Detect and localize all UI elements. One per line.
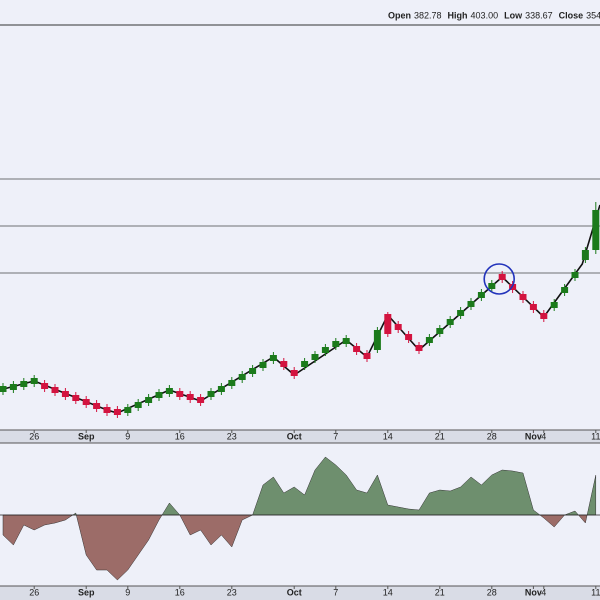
x-tick-label: 23: [227, 431, 237, 441]
candle-body: [228, 380, 236, 386]
candle-body: [280, 361, 288, 367]
x-tick-label: 21: [435, 587, 445, 597]
candle-body: [446, 319, 454, 325]
candle-body: [72, 395, 80, 401]
area-negative: [2, 515, 597, 581]
candle-body: [0, 386, 7, 392]
candle-body: [155, 392, 163, 398]
x-tick-label: 11: [591, 431, 600, 441]
candle-body: [311, 354, 319, 360]
candle-body: [561, 287, 569, 293]
x-tick-label: Sep: [78, 587, 95, 597]
candle-body: [342, 338, 350, 344]
candle-body: [581, 250, 589, 260]
candle-body: [332, 341, 340, 347]
candle-body: [550, 302, 558, 308]
candle-body: [20, 381, 28, 387]
candle-body: [30, 378, 38, 384]
candle-body: [415, 345, 423, 351]
x-tick-label: 11: [591, 587, 600, 597]
candle-body: [290, 370, 298, 376]
candle-body: [41, 383, 49, 389]
x-tick-label: Oct: [287, 431, 302, 441]
x-tick-label: 7: [333, 431, 338, 441]
x-tick-label: Sep: [78, 431, 95, 441]
candle-body: [145, 397, 153, 403]
candle-body: [197, 397, 205, 403]
candle-body: [186, 394, 194, 400]
x-tick-label: 14: [383, 587, 393, 597]
x-tick-label: 4: [541, 587, 546, 597]
ohlc-value: 403.00: [471, 10, 499, 20]
candle-body: [176, 391, 184, 397]
x-tick-label: 26: [29, 587, 39, 597]
candle-body: [498, 274, 506, 280]
candle-body: [61, 391, 69, 397]
candle-body: [259, 362, 267, 368]
x-tick-label: 9: [125, 587, 130, 597]
candle-body: [436, 328, 444, 334]
candle-body: [477, 292, 485, 298]
candle-body: [124, 407, 132, 413]
candle-body: [519, 294, 527, 300]
ohlc-value: 382.78: [414, 10, 442, 20]
candle-body: [9, 384, 17, 390]
candle-body: [467, 301, 475, 307]
x-tick-label: 26: [29, 431, 39, 441]
highlight-circle: [483, 263, 516, 295]
ohlc-value: 338.67: [525, 10, 553, 20]
x-tick-label: Nov: [525, 431, 542, 441]
x-tick-label: 9: [125, 431, 130, 441]
candle-body: [488, 283, 496, 289]
candle-body: [592, 210, 600, 250]
candle-body: [321, 347, 329, 353]
ohlc-label: Open: [388, 10, 411, 20]
x-tick-label: 4: [541, 431, 546, 441]
candle-body: [165, 388, 173, 394]
ohlc-value: 354.1: [586, 10, 600, 20]
ohlc-label: Close: [559, 10, 584, 20]
x-tick-label: 28: [487, 587, 497, 597]
candle-body: [384, 314, 392, 334]
x-tick-label: Oct: [287, 587, 302, 597]
candle-body: [93, 403, 101, 409]
candle-body: [373, 330, 381, 350]
candle-body: [301, 361, 309, 367]
candle-body: [134, 402, 142, 408]
candle-body: [113, 409, 121, 415]
area-positive: [2, 456, 597, 515]
x-tick-label: 28: [487, 431, 497, 441]
ohlc-label: High: [448, 10, 468, 20]
candle-body: [405, 334, 413, 340]
candle-body: [353, 346, 361, 352]
candle-body: [51, 387, 59, 393]
candle-body: [394, 324, 402, 330]
x-tick-label: 21: [435, 431, 445, 441]
candle-body: [363, 353, 371, 359]
candle-body: [82, 399, 90, 405]
header-bar: [0, 0, 600, 22]
candle-body: [269, 355, 277, 361]
candle-body: [540, 313, 548, 319]
candle-body: [103, 407, 111, 413]
candle-body: [529, 304, 537, 310]
x-axis-strip: [0, 430, 600, 443]
x-tick-label: Nov: [525, 587, 542, 597]
candle-body: [217, 386, 225, 392]
candle-body: [249, 368, 257, 374]
x-tick-label: 16: [175, 431, 185, 441]
candle-body: [207, 391, 215, 397]
x-tick-label: 16: [175, 587, 185, 597]
candle-body: [425, 337, 433, 343]
ohlc-label: Low: [504, 10, 523, 20]
x-tick-label: 14: [383, 431, 393, 441]
candle-body: [571, 272, 579, 278]
x-tick-label: 23: [227, 587, 237, 597]
candle-body: [457, 310, 465, 316]
candle-body: [238, 374, 246, 380]
x-axis-strip: [0, 586, 600, 600]
x-tick-label: 7: [333, 587, 338, 597]
